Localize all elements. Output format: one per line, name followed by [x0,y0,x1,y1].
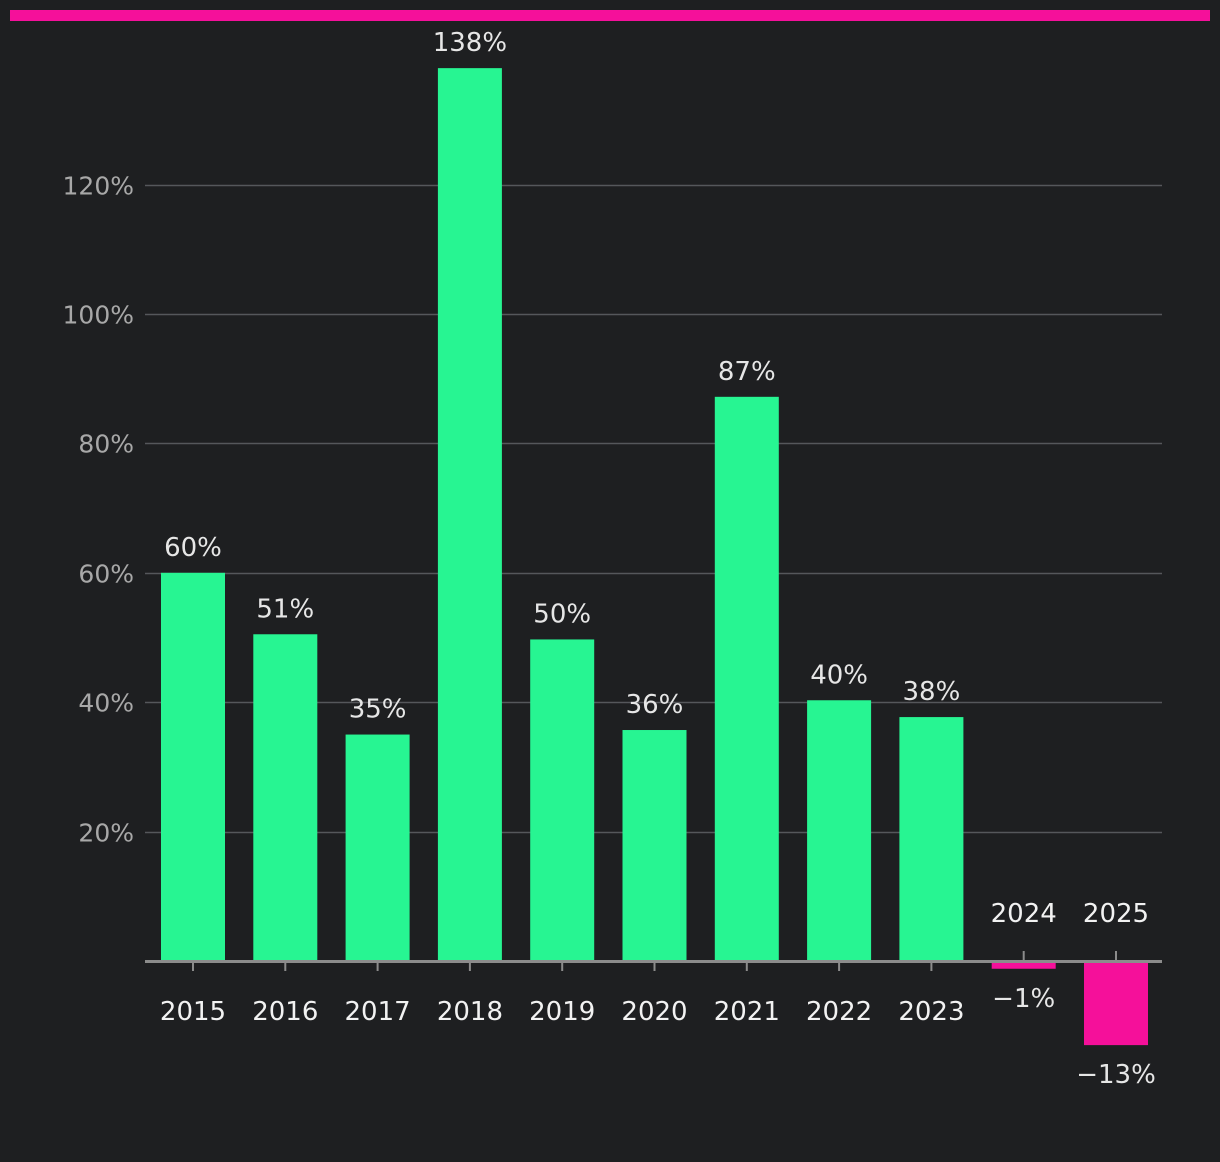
x-category-label: 2021 [714,997,780,1027]
data-label: 87% [718,357,776,387]
data-label: 40% [810,660,868,690]
bar-2024 [991,961,1056,969]
x-category-label: 2016 [252,997,318,1027]
bar-2019 [530,639,595,961]
x-category-label: 2025 [1083,899,1149,929]
data-label: −1% [992,984,1055,1014]
data-label: 50% [533,599,591,629]
data-label: 138% [433,28,507,58]
data-label: 60% [164,533,222,563]
x-category-label: 2023 [898,997,964,1027]
accent-top-bar [10,10,1210,21]
data-label: 35% [349,695,407,725]
x-category-label: 2022 [806,997,872,1027]
x-category-label: 2015 [160,997,226,1027]
data-label: 36% [626,690,684,720]
data-label: 38% [903,677,961,707]
x-axis [145,951,1162,971]
bar-2018 [437,68,502,961]
grid-lines [145,184,1162,834]
y-tick-label: 100% [63,301,134,330]
bar-2016 [253,634,318,961]
bar-2021 [714,396,779,961]
bar-2020 [622,730,687,961]
bar-2017 [345,734,410,961]
x-category-label: 2017 [345,997,411,1027]
y-axis-tick-labels: 20% 40% 60% 80% 100% 120% [63,172,134,848]
x-category-label: 2024 [991,899,1057,929]
y-tick-label: 20% [78,819,134,848]
data-label: −13% [1076,1060,1156,1090]
bar-2015 [161,572,225,961]
bars [161,68,1148,1046]
labels: 2015 60% 2016 51% 2017 35% 2018 138% 2019 50% 2020… [160,28,1156,1090]
x-category-label: 2018 [437,997,503,1027]
bar-2022 [807,700,872,961]
bar-2025 [1084,961,1148,1046]
data-label: 51% [256,594,314,624]
y-tick-label: 40% [78,689,134,718]
x-category-label: 2020 [621,997,687,1027]
y-tick-label: 80% [78,430,134,459]
x-category-label: 2019 [529,997,595,1027]
y-tick-label: 120% [63,172,134,201]
bar-2023 [899,717,964,961]
y-tick-label: 60% [78,560,134,589]
